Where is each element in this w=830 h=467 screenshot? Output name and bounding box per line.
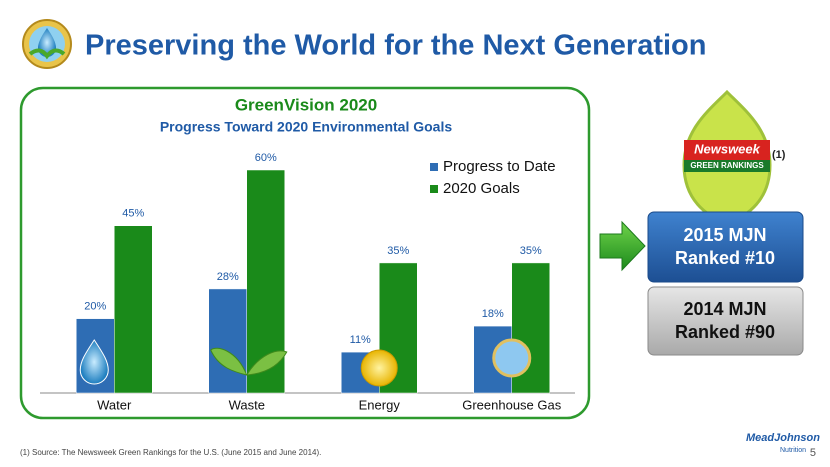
data-label: 28% xyxy=(217,271,239,283)
x-tick-label: Waste xyxy=(229,397,265,412)
bar-icon xyxy=(79,339,109,385)
header-icon xyxy=(22,19,72,69)
slide-title: Preserving the World for the Next Genera… xyxy=(85,30,706,62)
badge-brand: Newsweek xyxy=(694,141,761,156)
bar-icon xyxy=(492,338,532,378)
legend-label: Progress to Date xyxy=(443,158,556,175)
bar-icon xyxy=(360,349,398,387)
ranking-line: 2014 MJN xyxy=(683,299,766,319)
badge-subtitle: GREEN RANKINGS xyxy=(690,161,764,170)
chart-subtitle: Progress Toward 2020 Environmental Goals xyxy=(160,119,452,135)
data-label: 45% xyxy=(122,208,144,220)
legend-label: 2020 Goals xyxy=(443,180,520,197)
bar xyxy=(114,225,153,394)
footnote: (1) Source: The Newsweek Green Rankings … xyxy=(20,448,321,457)
x-tick-label: Energy xyxy=(359,397,401,412)
bar xyxy=(208,288,247,394)
page-number: 5 xyxy=(810,447,816,459)
data-label: 35% xyxy=(387,245,409,257)
data-label: 35% xyxy=(520,245,542,257)
ranking-box xyxy=(647,211,804,283)
arrow xyxy=(599,220,646,272)
ranking-line: Ranked #90 xyxy=(675,322,775,342)
ranking-line: 2015 MJN xyxy=(683,225,766,245)
data-label: 18% xyxy=(482,308,504,320)
data-label: 11% xyxy=(350,334,371,346)
ranking-box xyxy=(647,286,804,356)
data-label: 20% xyxy=(84,301,106,313)
x-tick-label: Water xyxy=(97,397,132,412)
badge-note: (1) xyxy=(772,149,786,161)
data-label: 60% xyxy=(255,152,277,164)
x-tick-label: Greenhouse Gas xyxy=(462,397,562,412)
legend-swatch xyxy=(430,185,438,193)
newsweek-badge xyxy=(682,89,772,227)
chart-title: GreenVision 2020 xyxy=(235,95,377,114)
chart-frame xyxy=(19,86,591,420)
bar-icon xyxy=(210,347,288,376)
logo-text: MeadJohnson xyxy=(746,432,820,444)
legend-swatch xyxy=(430,163,438,171)
ranking-line: Ranked #10 xyxy=(675,248,775,268)
logo-text: Nutrition xyxy=(780,447,806,454)
